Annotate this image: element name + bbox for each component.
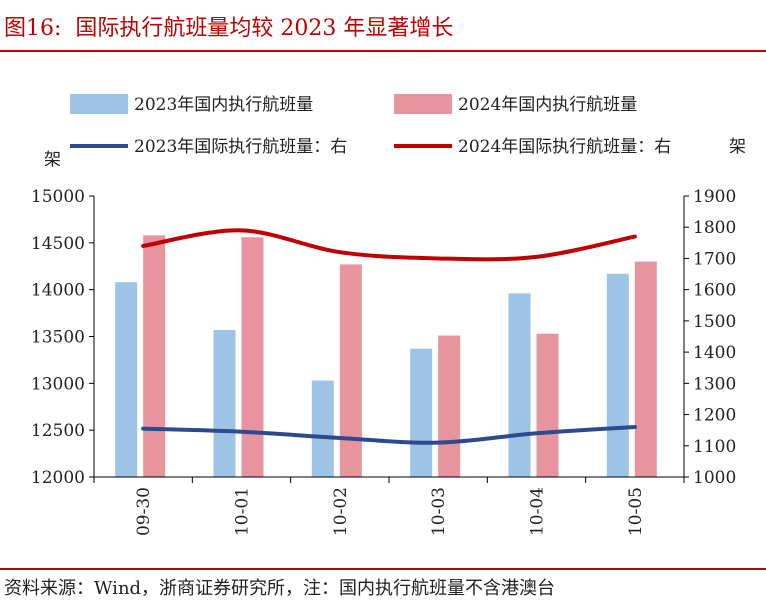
- x-tick-label: 09-30: [134, 487, 154, 536]
- right-tick-label: 1300: [693, 374, 736, 394]
- left-tick-label: 12000: [31, 468, 85, 488]
- x-tick-label: 10-03: [429, 487, 449, 536]
- left-axis-unit: 架: [44, 150, 61, 170]
- legend-label-bar-2023: 2023年国内执行航班量: [134, 95, 313, 115]
- axes-layer: 12000 12500 13000 13500 14000 14500 15000 1000 1…: [31, 187, 736, 536]
- bar-2023-10-01: [213, 329, 236, 477]
- left-tick-label: 12500: [31, 421, 85, 441]
- left-tick-label: 14000: [31, 281, 85, 301]
- right-tick-label: 1900: [693, 187, 736, 207]
- legend: 2023年国内执行航班量 2024年国内执行航班量 2023年国际执行航班量：右…: [70, 94, 671, 157]
- bar-2024-10-04: [536, 333, 559, 477]
- right-tick-label: 1400: [693, 343, 736, 363]
- left-tick-label: 14500: [31, 234, 85, 254]
- x-tick-label: 10-02: [331, 487, 351, 536]
- x-tick-label: 10-05: [626, 487, 646, 536]
- legend-label-line-2023: 2023年国际执行航班量：右: [134, 137, 347, 157]
- right-tick-label: 1800: [693, 218, 736, 238]
- figure-number: 图16:: [4, 16, 62, 41]
- bar-2023-09-30: [115, 282, 138, 477]
- bar-2024-10-02: [339, 264, 362, 477]
- bar-2024-10-05: [634, 261, 657, 477]
- legend-label-line-2024: 2024年国际执行航班量：右: [458, 137, 671, 157]
- right-tick-label: 1600: [693, 281, 736, 301]
- lines-layer: [141, 228, 637, 445]
- bar-2023-10-02: [311, 380, 334, 477]
- right-tick-label: 1100: [693, 437, 736, 457]
- right-axis-unit: 架: [729, 137, 746, 157]
- combo-chart: 2023年国内执行航班量 2024年国内执行航班量 2023年国际执行航班量：右…: [31, 94, 746, 536]
- right-tick-label: 1200: [693, 406, 736, 426]
- bar-2024-10-03: [438, 335, 461, 477]
- bar-2024-09-30: [143, 235, 166, 477]
- title-rule: [0, 50, 766, 52]
- left-tick-label: 13000: [31, 374, 85, 394]
- x-tick-label: 10-04: [528, 487, 548, 536]
- legend-swatch-bar-2024: [394, 94, 452, 114]
- right-tick-label: 1000: [693, 468, 736, 488]
- right-tick-label: 1500: [693, 312, 736, 332]
- bar-2023-10-04: [508, 293, 531, 477]
- right-tick-label: 1700: [693, 249, 736, 269]
- left-tick-label: 15000: [31, 187, 85, 207]
- legend-swatch-bar-2023: [70, 94, 128, 114]
- line-2023-international: [141, 425, 637, 445]
- legend-label-bar-2024: 2024年国内执行航班量: [458, 95, 637, 115]
- line-2024-international: [141, 228, 637, 262]
- figure-title-text: 国际执行航班量均较 2023 年显著增长: [75, 16, 454, 41]
- x-tick-label: 10-01: [233, 487, 253, 536]
- left-tick-label: 13500: [31, 328, 85, 348]
- source-note: 资料来源：Wind，浙商证券研究所，注：国内执行航班量不含港澳台: [4, 578, 556, 599]
- bar-2024-10-01: [241, 237, 264, 477]
- source-rule: [0, 568, 766, 570]
- figure-title: 图16: 国际执行航班量均较 2023 年显著增长: [4, 10, 453, 42]
- bar-2023-10-03: [410, 348, 433, 477]
- bar-2023-10-05: [606, 273, 629, 477]
